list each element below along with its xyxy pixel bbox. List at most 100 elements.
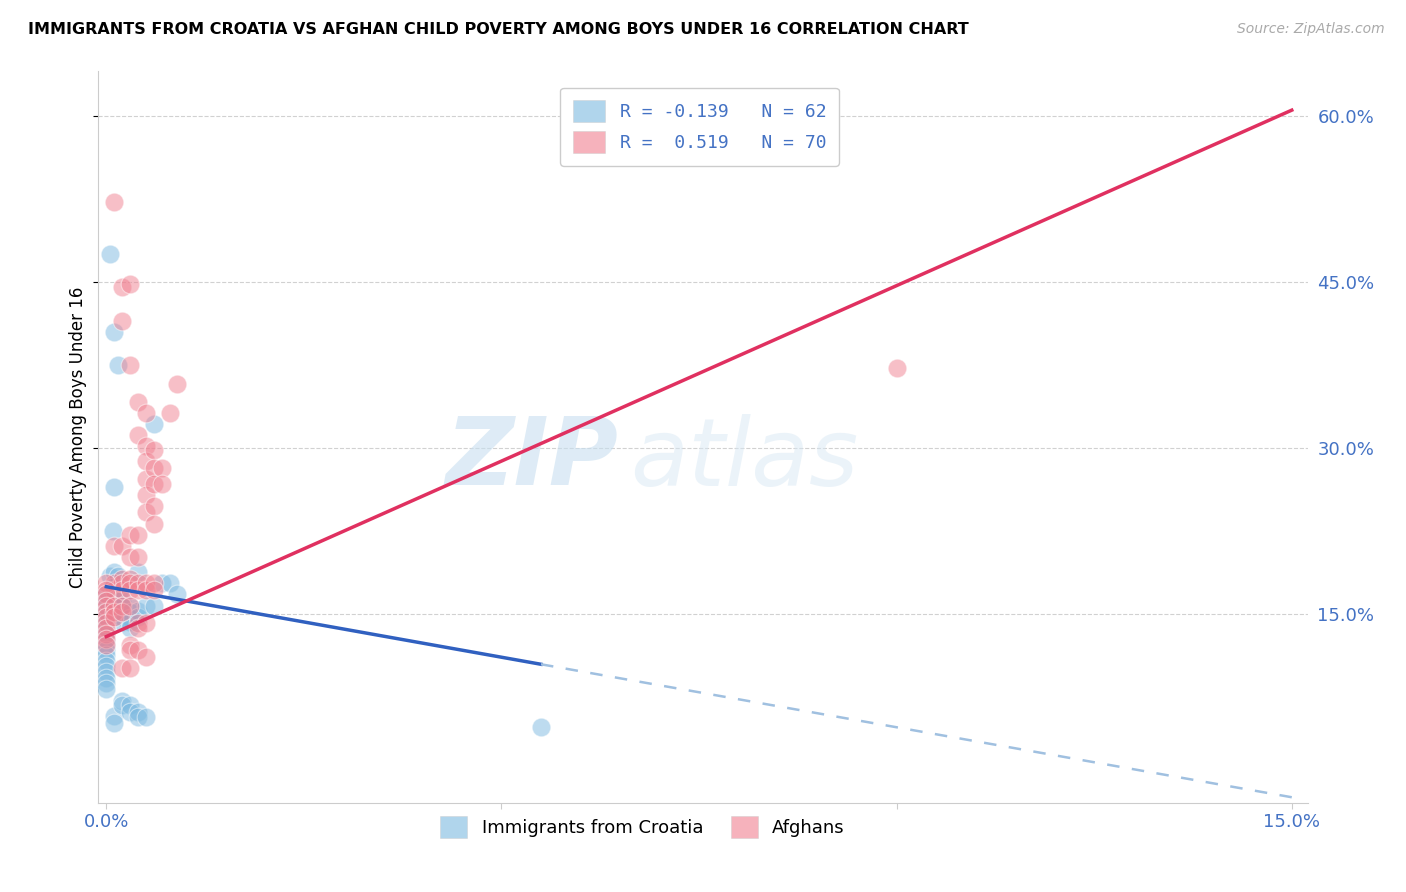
Point xyxy=(111,572,134,586)
Point xyxy=(118,621,141,635)
Point xyxy=(103,709,125,723)
Point xyxy=(118,605,141,619)
Point xyxy=(103,539,125,553)
Point xyxy=(101,605,124,619)
Point xyxy=(103,587,125,601)
Point xyxy=(118,582,141,597)
Point xyxy=(96,632,118,646)
Text: Source: ZipAtlas.com: Source: ZipAtlas.com xyxy=(1237,22,1385,37)
Point xyxy=(127,621,149,635)
Point xyxy=(103,325,125,339)
Point xyxy=(101,524,124,539)
Point xyxy=(107,358,129,372)
Point xyxy=(159,406,181,420)
Point xyxy=(118,660,141,674)
Point xyxy=(96,605,118,619)
Point xyxy=(103,480,125,494)
Point xyxy=(150,476,173,491)
Point xyxy=(118,527,141,541)
Point xyxy=(96,648,118,663)
Point xyxy=(142,417,165,431)
Point xyxy=(103,599,125,613)
Point xyxy=(96,599,118,613)
Point xyxy=(150,461,173,475)
Point xyxy=(142,576,165,591)
Point xyxy=(111,599,134,613)
Point xyxy=(96,609,118,624)
Point xyxy=(135,599,157,613)
Point xyxy=(142,476,165,491)
Point xyxy=(111,314,134,328)
Point xyxy=(103,716,125,731)
Point xyxy=(111,280,134,294)
Point xyxy=(103,609,125,624)
Point xyxy=(142,516,165,531)
Point xyxy=(103,566,125,580)
Point xyxy=(118,277,141,292)
Point xyxy=(135,505,157,519)
Point xyxy=(96,609,118,624)
Point xyxy=(96,599,118,613)
Point xyxy=(96,626,118,640)
Point xyxy=(96,665,118,679)
Point xyxy=(127,549,149,564)
Point xyxy=(111,609,134,624)
Point xyxy=(96,621,118,635)
Point xyxy=(118,599,141,613)
Point xyxy=(142,443,165,458)
Point xyxy=(103,605,125,619)
Point xyxy=(135,576,157,591)
Point xyxy=(127,527,149,541)
Point xyxy=(118,549,141,564)
Point xyxy=(135,710,157,724)
Point xyxy=(103,582,125,597)
Text: atlas: atlas xyxy=(630,414,859,505)
Point xyxy=(127,710,149,724)
Point xyxy=(96,681,118,696)
Point xyxy=(118,358,141,372)
Point xyxy=(135,649,157,664)
Point xyxy=(135,616,157,631)
Point xyxy=(96,582,118,597)
Point xyxy=(96,587,118,601)
Point xyxy=(118,643,141,657)
Text: IMMIGRANTS FROM CROATIA VS AFGHAN CHILD POVERTY AMONG BOYS UNDER 16 CORRELATION : IMMIGRANTS FROM CROATIA VS AFGHAN CHILD … xyxy=(28,22,969,37)
Point xyxy=(166,587,188,601)
Point xyxy=(530,721,553,735)
Point xyxy=(107,568,129,582)
Y-axis label: Child Poverty Among Boys Under 16: Child Poverty Among Boys Under 16 xyxy=(69,286,87,588)
Point xyxy=(111,576,134,591)
Point xyxy=(101,580,124,594)
Point xyxy=(127,604,149,618)
Point xyxy=(96,616,118,631)
Point xyxy=(96,637,118,651)
Point xyxy=(96,594,118,608)
Point xyxy=(127,705,149,719)
Point xyxy=(127,643,149,657)
Point xyxy=(111,698,134,713)
Point xyxy=(110,605,132,619)
Point xyxy=(135,406,157,420)
Point xyxy=(111,605,134,619)
Point xyxy=(118,705,141,719)
Point xyxy=(118,611,141,625)
Point xyxy=(111,615,134,629)
Point xyxy=(96,654,118,668)
Point xyxy=(111,660,134,674)
Point xyxy=(96,659,118,673)
Point xyxy=(103,195,125,210)
Point xyxy=(107,587,129,601)
Point xyxy=(103,609,125,624)
Point xyxy=(166,376,188,391)
Point xyxy=(118,572,141,586)
Point xyxy=(96,615,118,629)
Point xyxy=(111,694,134,708)
Point xyxy=(150,576,173,591)
Point xyxy=(127,428,149,442)
Point xyxy=(96,639,118,653)
Point xyxy=(135,582,157,597)
Point xyxy=(118,576,141,591)
Point xyxy=(142,582,165,597)
Point xyxy=(118,639,141,653)
Point xyxy=(142,499,165,513)
